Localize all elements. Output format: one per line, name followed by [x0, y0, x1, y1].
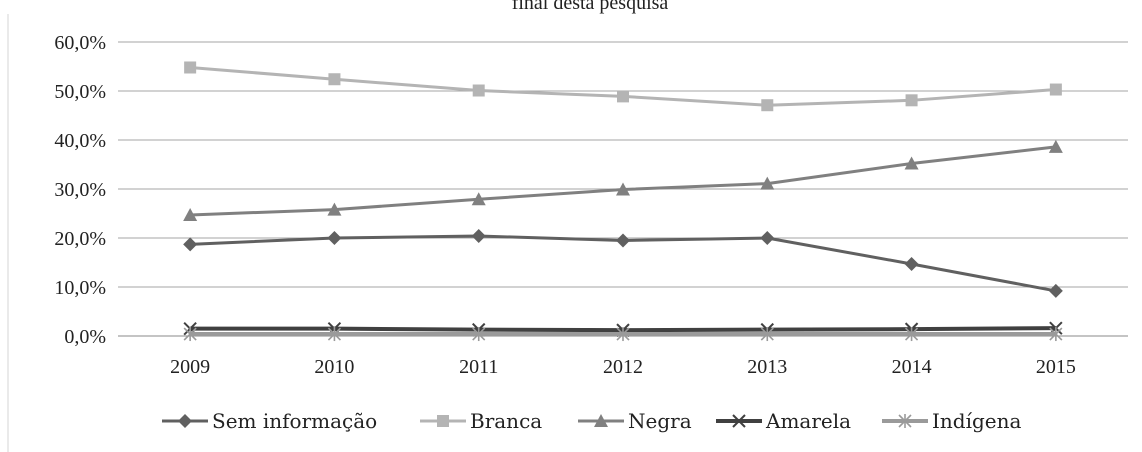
data-point	[616, 327, 630, 342]
x-tick-label: 2013	[747, 356, 787, 378]
data-point	[1048, 283, 1063, 298]
data-point	[184, 61, 197, 74]
series-Indígena	[183, 327, 1063, 342]
legend-item-Branca: Branca	[420, 409, 542, 433]
y-tick-label: 10,0%	[54, 277, 106, 299]
data-point	[904, 256, 919, 271]
data-point	[327, 231, 342, 245]
legend-marker	[898, 414, 912, 428]
data-point	[905, 94, 918, 107]
x-tick-label: 2015	[1036, 356, 1076, 378]
data-point	[904, 156, 919, 170]
data-point	[471, 229, 486, 244]
data-point	[327, 327, 341, 342]
legend-label: Sem informação	[212, 409, 377, 433]
legend-marker	[437, 415, 449, 427]
legend-marker	[732, 414, 746, 428]
data-point	[617, 90, 629, 103]
data-point	[760, 327, 774, 342]
data-point	[472, 84, 485, 97]
x-tick-label: 2010	[314, 356, 354, 378]
legend-item-Amarela: Amarela	[716, 409, 851, 433]
series-line	[190, 145, 1057, 217]
data-point	[616, 233, 630, 248]
x-axis-tick-labels: 2009 2010 2011 2012 2013 2014 2015	[170, 356, 1076, 378]
data-point	[183, 207, 198, 221]
data-point	[472, 327, 486, 342]
series-Sem informação	[183, 229, 1063, 298]
x-tick-label: 2014	[892, 356, 932, 378]
x-tick-label: 2009	[170, 356, 210, 378]
y-tick-label: 20,0%	[54, 228, 106, 250]
series-Negra	[183, 139, 1063, 221]
x-tick-label: 2011	[459, 356, 498, 378]
y-tick-label: 60,0%	[54, 32, 106, 54]
data-point	[1048, 139, 1063, 153]
data-point	[760, 231, 775, 245]
legend-marker	[178, 414, 192, 428]
legend-marker	[594, 414, 608, 427]
data-point	[761, 99, 774, 112]
legend-item-Negra: Negra	[578, 409, 692, 433]
x-tick-label: 2012	[603, 356, 643, 378]
data-point	[1049, 83, 1062, 96]
y-tick-label: 0,0%	[64, 326, 106, 348]
series-Branca	[184, 61, 1062, 112]
data-point	[183, 327, 197, 342]
data-point	[760, 176, 775, 190]
data-point	[327, 202, 342, 216]
y-tick-label: 40,0%	[54, 130, 106, 152]
data-point	[905, 327, 919, 342]
data-point	[183, 237, 198, 252]
legend-label: Amarela	[765, 409, 851, 433]
data-point	[1049, 327, 1063, 342]
y-tick-label: 50,0%	[54, 81, 106, 103]
legend-label: Indígena	[932, 409, 1022, 433]
legend: Sem informação Branca Negra Amarela Indígena	[162, 409, 1022, 433]
legend-item-Sem informação: Sem informação	[162, 409, 377, 433]
legend-item-Indígena: Indígena	[882, 409, 1022, 433]
series-lines	[183, 61, 1063, 342]
data-point	[471, 192, 486, 206]
y-tick-label: 30,0%	[54, 179, 106, 201]
y-axis-tick-labels: 0,0% 10,0% 20,0% 30,0% 40,0% 50,0% 60,0%	[54, 32, 106, 348]
chart-title: final desta pesquisa	[512, 0, 669, 14]
data-point	[616, 182, 630, 196]
legend-label: Branca	[470, 409, 542, 433]
legend-label: Negra	[628, 409, 692, 433]
data-point	[328, 73, 341, 86]
